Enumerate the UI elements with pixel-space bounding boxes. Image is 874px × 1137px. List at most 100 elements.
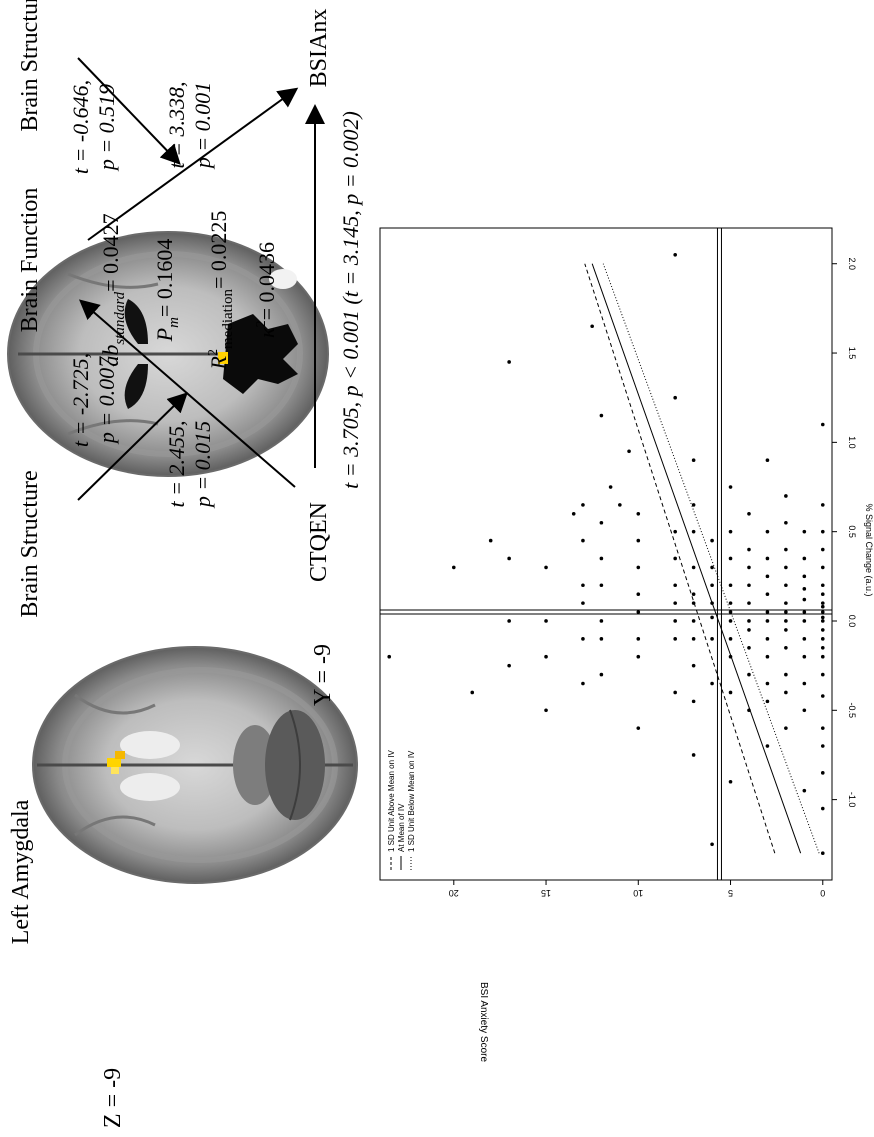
data-point: [765, 574, 770, 579]
data-point: [627, 449, 631, 454]
data-point: [673, 556, 677, 561]
node-brain-structure-bottom: Brain Structure: [17, 470, 43, 617]
node-brain-function: Brain Function: [17, 188, 43, 333]
data-point: [802, 587, 807, 591]
data-point: [636, 637, 641, 641]
data-point: [820, 645, 825, 650]
effect-r2-value: = 0.0225: [206, 211, 231, 289]
data-point: [747, 645, 751, 650]
data-point: [802, 597, 807, 602]
data-point: [599, 672, 604, 677]
effect-r2-mediation: R2mediation= 0.0225: [206, 211, 236, 371]
data-point: [599, 637, 604, 641]
data-point: [691, 458, 696, 463]
data-point: [820, 615, 825, 620]
regression-line-solid: [591, 263, 802, 854]
data-point: [691, 699, 696, 704]
axial-slice-label: Z = -9: [100, 1068, 126, 1128]
data-point: [590, 324, 594, 329]
data-point: [507, 619, 511, 623]
data-point: [599, 556, 604, 561]
path-structure-outcome-p: p = 0.519: [94, 84, 119, 172]
x-axis-label: % Signal Change (a.u.): [864, 503, 874, 596]
data-point: [387, 654, 392, 659]
data-point: [691, 529, 696, 534]
path-structure-function-t: t = -2.725,: [68, 353, 93, 447]
arrow-ctqen-to-function: [78, 299, 296, 488]
data-point: [765, 458, 770, 463]
data-point: [802, 619, 807, 623]
data-point: [765, 592, 770, 596]
effect-ab-standard-value: = 0.0427: [98, 213, 123, 291]
data-point: [544, 565, 548, 570]
data-point: [820, 619, 825, 623]
data-point: [728, 485, 733, 489]
x-tick-label: -0.5: [847, 703, 857, 719]
node-ctqen: CTQEN: [306, 502, 332, 582]
data-point: [728, 601, 733, 605]
data-point: [765, 529, 770, 534]
data-point: [784, 494, 788, 498]
data-point: [820, 744, 825, 748]
y-tick-label: 10: [633, 888, 643, 898]
data-point: [820, 422, 825, 427]
data-point: [507, 556, 511, 561]
data-point: [507, 360, 511, 364]
data-point: [636, 592, 641, 596]
data-point: [784, 726, 788, 730]
data-point: [544, 619, 548, 623]
data-point: [599, 619, 604, 623]
path-structure-function-p: p = 0.007: [94, 356, 119, 445]
data-point: [765, 699, 770, 704]
data-point: [784, 601, 788, 605]
x-tick-label: 0.0: [847, 615, 857, 628]
data-point: [802, 654, 807, 659]
data-point: [820, 637, 825, 641]
data-point: [820, 628, 825, 632]
path-a-t: t = 2.455,: [164, 421, 189, 508]
data-point: [765, 654, 770, 659]
data-point: [784, 690, 788, 695]
data-point: [802, 708, 807, 713]
data-point: [747, 708, 751, 713]
data-point: [765, 556, 770, 561]
data-point: [820, 672, 825, 677]
data-point: [802, 788, 807, 793]
data-point: [820, 806, 825, 811]
data-point: [673, 601, 677, 605]
data-point: [618, 503, 622, 507]
data-point: [784, 645, 788, 650]
data-point: [765, 744, 770, 748]
axial-slice-image: [32, 646, 358, 884]
data-point: [691, 601, 696, 605]
data-point: [673, 637, 677, 641]
data-point: [784, 583, 788, 588]
data-point: [784, 520, 788, 525]
path-a-p: p = 0.015: [190, 421, 215, 509]
data-point: [802, 529, 807, 534]
region-label: Left Amygdala: [8, 799, 34, 944]
mediation-diagram: Brain Structure Brain Function Brain Str…: [17, 0, 363, 618]
path-b-p: p = 0.001: [190, 82, 215, 170]
data-point: [802, 574, 807, 579]
data-point: [673, 619, 677, 623]
x-tick-label: -1.0: [847, 792, 857, 808]
data-point: [673, 690, 677, 695]
data-point: [673, 395, 677, 400]
data-point: [765, 619, 770, 623]
data-point: [802, 610, 807, 614]
path-b-t: t = 3.338,: [164, 82, 189, 169]
effect-pm: Pm= 0.1604: [152, 239, 182, 343]
data-point: [636, 538, 641, 543]
node-bsianx: BSIAnx: [306, 9, 332, 88]
data-point: [765, 681, 770, 686]
data-point: [710, 583, 714, 588]
data-point: [802, 637, 807, 641]
data-point: [747, 512, 751, 516]
data-point: [747, 619, 751, 623]
y-tick-label: 20: [449, 888, 459, 898]
coronal-slice-label: Y = -9: [310, 644, 336, 706]
data-point: [691, 619, 696, 623]
data-point: [710, 637, 714, 641]
